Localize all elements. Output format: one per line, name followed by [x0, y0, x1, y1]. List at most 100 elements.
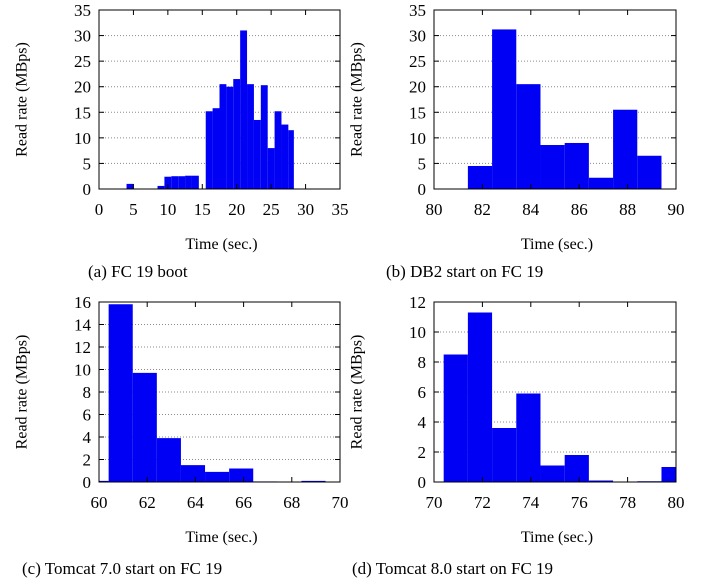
bar — [288, 130, 294, 189]
bar — [99, 480, 109, 482]
bar — [212, 108, 220, 189]
bar — [156, 438, 181, 482]
x-tick-label: 88 — [619, 200, 636, 219]
chart-caption: (c) Tomcat 7.0 start on FC 19 — [22, 559, 222, 578]
x-axis-label: Time (sec.) — [521, 529, 593, 546]
bar — [267, 148, 275, 189]
bar — [185, 175, 192, 189]
x-tick-label: 86 — [571, 200, 588, 219]
y-tick-label: 14 — [74, 316, 92, 335]
bar — [233, 79, 241, 189]
x-tick-label: 76 — [571, 493, 588, 512]
x-tick-label: 82 — [474, 200, 491, 219]
y-tick-label: 5 — [418, 154, 427, 173]
y-tick-label: 0 — [418, 180, 427, 199]
x-tick-label: 64 — [187, 493, 205, 512]
bar — [157, 185, 165, 189]
plot-frame — [433, 9, 677, 190]
y-tick-label: 0 — [418, 473, 427, 492]
bar — [540, 145, 565, 189]
plot-frame — [98, 9, 341, 190]
y-tick-label: 30 — [74, 27, 91, 46]
bar — [661, 467, 676, 482]
y-tick-label: 20 — [409, 78, 426, 97]
bar — [301, 480, 326, 482]
y-tick-label: 2 — [83, 451, 92, 470]
chart-3: 0 2 4 6 8 10 12 70 72 74 76 78 80 Time (sec.) Read rat… — [349, 293, 685, 578]
x-tick-label: 66 — [235, 493, 252, 512]
y-tick-label: 16 — [74, 293, 91, 312]
chart-1: 0 5 10 15 20 25 30 35 80 82 84 86 88 90 Time (sec.) Rea… — [349, 1, 685, 281]
bar — [205, 111, 213, 189]
bar — [180, 465, 206, 482]
x-tick-label: 78 — [619, 493, 636, 512]
x-tick-label: 80 — [426, 200, 443, 219]
chart-caption: (a) FC 19 boot — [88, 262, 188, 281]
y-tick-label: 30 — [409, 27, 426, 46]
x-tick-label: 74 — [522, 493, 540, 512]
x-tick-label: 15 — [194, 200, 211, 219]
y-axis-label: Read rate (MBps) — [14, 42, 31, 157]
bar — [219, 84, 227, 189]
x-tick-label: 25 — [263, 200, 280, 219]
y-tick-label: 8 — [418, 353, 427, 372]
chart-caption: (d) Tomcat 8.0 start on FC 19 — [352, 559, 553, 578]
bar — [240, 30, 248, 190]
bar — [274, 111, 282, 189]
x-tick-label: 5 — [129, 200, 138, 219]
bar — [443, 354, 468, 482]
bar — [164, 176, 172, 189]
y-tick-label: 0 — [83, 180, 92, 199]
y-tick-label: 15 — [74, 103, 91, 122]
y-axis-label: Read rate (MBps) — [349, 42, 366, 157]
x-tick-label: 90 — [668, 200, 685, 219]
bar — [108, 304, 133, 482]
x-tick-label: 70 — [426, 493, 443, 512]
y-tick-label: 8 — [83, 383, 92, 402]
bar — [516, 393, 541, 482]
bar — [613, 109, 638, 189]
y-tick-label: 6 — [418, 383, 427, 402]
x-tick-label: 72 — [474, 493, 491, 512]
y-tick-label: 10 — [409, 129, 426, 148]
bar — [564, 142, 589, 189]
x-axis-label: Time (sec.) — [185, 529, 257, 546]
y-tick-label: 25 — [409, 52, 426, 71]
bar — [588, 480, 614, 482]
x-tick-label: 35 — [332, 200, 349, 219]
bar — [226, 86, 234, 189]
bar — [564, 455, 589, 482]
chart-caption: (b) DB2 start on FC 19 — [386, 262, 543, 281]
x-tick-label: 10 — [159, 200, 176, 219]
bar — [467, 165, 493, 189]
bar — [247, 84, 254, 189]
bar — [492, 29, 517, 190]
bar — [281, 124, 289, 189]
y-tick-label: 10 — [74, 129, 91, 148]
x-tick-label: 20 — [228, 200, 245, 219]
x-tick-label: 68 — [283, 493, 300, 512]
y-tick-label: 15 — [409, 103, 426, 122]
bar — [588, 177, 614, 189]
bar — [260, 85, 268, 189]
y-tick-label: 10 — [74, 361, 91, 380]
chart-0: 0 5 10 15 20 25 30 35 0 5 10 15 20 25 30 35 Time (sec.) R… — [14, 1, 349, 281]
bar — [191, 175, 199, 189]
x-axis-label: Time (sec.) — [185, 236, 257, 253]
bar — [205, 471, 230, 482]
y-tick-label: 4 — [418, 413, 427, 432]
y-tick-label: 35 — [409, 1, 426, 20]
y-tick-label: 4 — [83, 428, 92, 447]
y-tick-label: 12 — [74, 338, 91, 357]
x-tick-label: 0 — [95, 200, 104, 219]
y-tick-label: 0 — [83, 473, 92, 492]
y-tick-label: 25 — [74, 52, 91, 71]
bar — [516, 84, 541, 189]
y-tick-label: 20 — [74, 78, 91, 97]
y-tick-label: 35 — [74, 1, 91, 20]
x-tick-label: 84 — [522, 200, 540, 219]
y-axis-label: Read rate (MBps) — [349, 335, 366, 450]
bar — [229, 468, 254, 482]
x-axis-label: Time (sec.) — [521, 236, 593, 253]
